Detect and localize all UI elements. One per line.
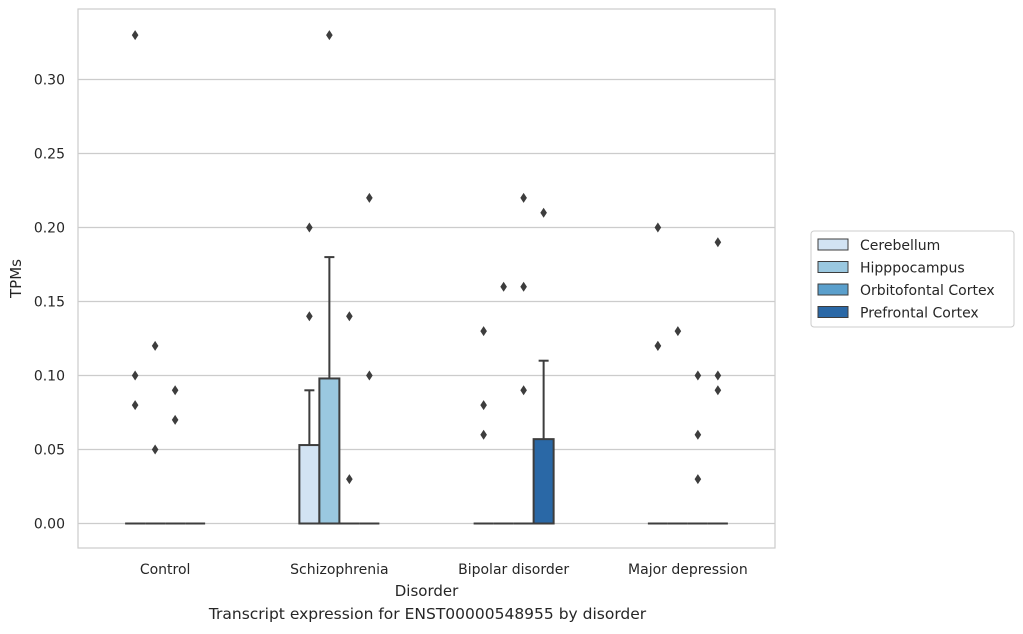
x-tick-label: Schizophrenia xyxy=(290,562,388,578)
outlier-point xyxy=(306,222,313,233)
outlier-point xyxy=(306,311,313,322)
x-tick-label: Major depression xyxy=(628,562,748,578)
legend-frame xyxy=(810,230,1015,328)
x-tick-label: Control xyxy=(140,562,191,578)
legend-swatch xyxy=(817,238,849,251)
plot-area-frame xyxy=(77,8,776,549)
legend-swatch xyxy=(817,306,849,318)
y-tick-label: 0.10 xyxy=(34,369,65,385)
outlier-point xyxy=(520,281,527,292)
legend-swatch xyxy=(817,283,849,296)
outlier-point xyxy=(480,429,487,440)
outlier-point xyxy=(131,400,139,411)
x-tick-labels: Control Schizophrenia Bipolar disorder Majo… xyxy=(140,562,748,578)
legend-label: Orbitofontal Cortex xyxy=(860,283,995,299)
y-tick-label: 0.30 xyxy=(34,73,65,89)
box-cerebellum xyxy=(298,389,321,525)
outlier-point xyxy=(654,340,662,351)
outlier-point xyxy=(480,326,487,337)
box-rect xyxy=(532,438,555,525)
boxes xyxy=(125,256,728,525)
outlier-point xyxy=(714,385,722,396)
y-tick-label: 0.15 xyxy=(34,295,65,311)
y-tick-label: 0.25 xyxy=(34,147,65,163)
legend-label: Prefrontal Cortex xyxy=(860,306,979,322)
outlier-point xyxy=(500,281,507,292)
outlier-point xyxy=(151,340,159,351)
x-tick-label: Bipolar disorder xyxy=(458,562,569,578)
legend-label: Hipppocampus xyxy=(860,261,965,277)
box-rect xyxy=(318,377,341,525)
y-tick-label: 0.20 xyxy=(34,221,65,237)
outlier-points xyxy=(131,30,722,485)
outlier-point xyxy=(326,30,333,41)
outlier-point xyxy=(654,222,662,233)
grid-lines xyxy=(78,78,775,525)
outlier-point xyxy=(714,370,722,381)
outlier-point xyxy=(694,474,702,485)
legend-swatch xyxy=(817,261,849,273)
outlier-point xyxy=(480,400,487,411)
outlier-point xyxy=(346,311,353,322)
outlier-point xyxy=(366,370,373,381)
x-axis-title: Disorder xyxy=(395,582,459,600)
outlier-point xyxy=(346,474,353,485)
box-hipppocampus xyxy=(318,256,341,525)
outlier-point xyxy=(520,385,527,396)
outlier-point xyxy=(366,192,373,203)
y-tick-label: 0.05 xyxy=(34,443,65,459)
box-rect xyxy=(298,444,321,525)
outlier-point xyxy=(714,237,722,248)
outlier-point xyxy=(694,370,702,381)
outlier-point xyxy=(171,414,179,425)
y-axis-title: TPMs xyxy=(7,259,25,299)
outlier-point xyxy=(694,429,702,440)
box-prefrontal-cortex xyxy=(532,359,555,525)
y-tick-labels: 0.00 0.05 0.10 0.15 0.20 0.25 0.30 xyxy=(34,73,65,533)
figure-caption: Transcript expression for ENST0000054895… xyxy=(208,605,647,623)
y-tick-label: 0.00 xyxy=(34,517,65,533)
outlier-point xyxy=(171,385,179,396)
outlier-point xyxy=(131,370,139,381)
legend-label: Cerebellum xyxy=(860,238,940,254)
outlier-point xyxy=(151,444,159,455)
outlier-point xyxy=(520,192,527,203)
outlier-point xyxy=(131,30,139,41)
outlier-point xyxy=(540,207,547,218)
legend: Cerebellum Hipppocampus Orbitofontal Corte… xyxy=(810,230,1015,328)
outlier-point xyxy=(674,326,682,337)
